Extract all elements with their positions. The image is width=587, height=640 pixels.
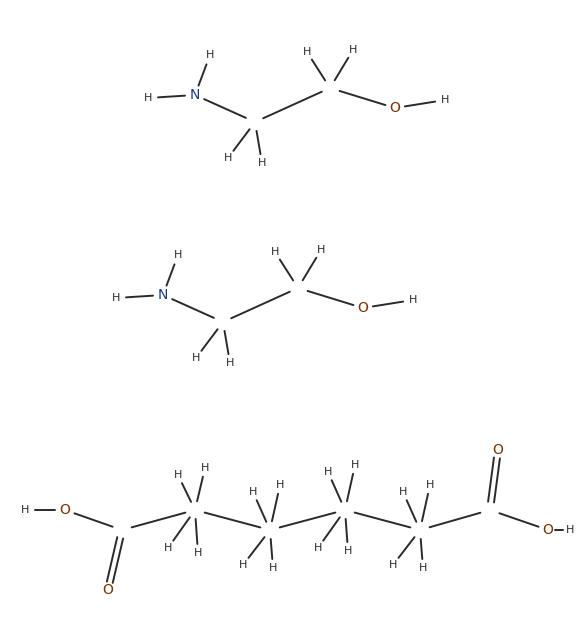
Text: H: H <box>399 487 407 497</box>
Text: H: H <box>389 560 397 570</box>
Text: H: H <box>194 548 202 558</box>
Text: H: H <box>21 505 29 515</box>
Text: H: H <box>409 295 417 305</box>
Text: H: H <box>224 153 232 163</box>
Text: H: H <box>201 463 209 473</box>
Text: H: H <box>144 93 152 103</box>
Text: H: H <box>239 560 247 570</box>
Text: H: H <box>441 95 449 105</box>
Text: H: H <box>276 480 284 490</box>
Text: H: H <box>269 563 277 573</box>
Text: H: H <box>112 293 120 303</box>
Text: H: H <box>271 247 279 257</box>
Text: H: H <box>349 45 357 55</box>
Text: H: H <box>419 563 427 573</box>
Text: O: O <box>390 101 400 115</box>
Text: O: O <box>357 301 369 315</box>
Text: H: H <box>344 546 352 556</box>
Text: H: H <box>303 47 311 57</box>
Text: O: O <box>103 583 113 597</box>
Text: H: H <box>164 543 172 553</box>
Text: N: N <box>158 288 168 302</box>
Text: H: H <box>206 50 214 60</box>
Text: H: H <box>174 470 182 480</box>
Text: H: H <box>192 353 200 363</box>
Text: H: H <box>317 245 325 255</box>
Text: H: H <box>314 543 322 553</box>
Text: H: H <box>351 460 359 470</box>
Text: H: H <box>249 487 257 497</box>
Text: H: H <box>324 467 332 477</box>
Text: H: H <box>258 158 266 168</box>
Text: H: H <box>226 358 234 368</box>
Text: O: O <box>59 503 70 517</box>
Text: H: H <box>426 480 434 490</box>
Text: O: O <box>542 523 554 537</box>
Text: N: N <box>190 88 200 102</box>
Text: H: H <box>566 525 574 535</box>
Text: H: H <box>174 250 182 260</box>
Text: O: O <box>492 443 504 457</box>
